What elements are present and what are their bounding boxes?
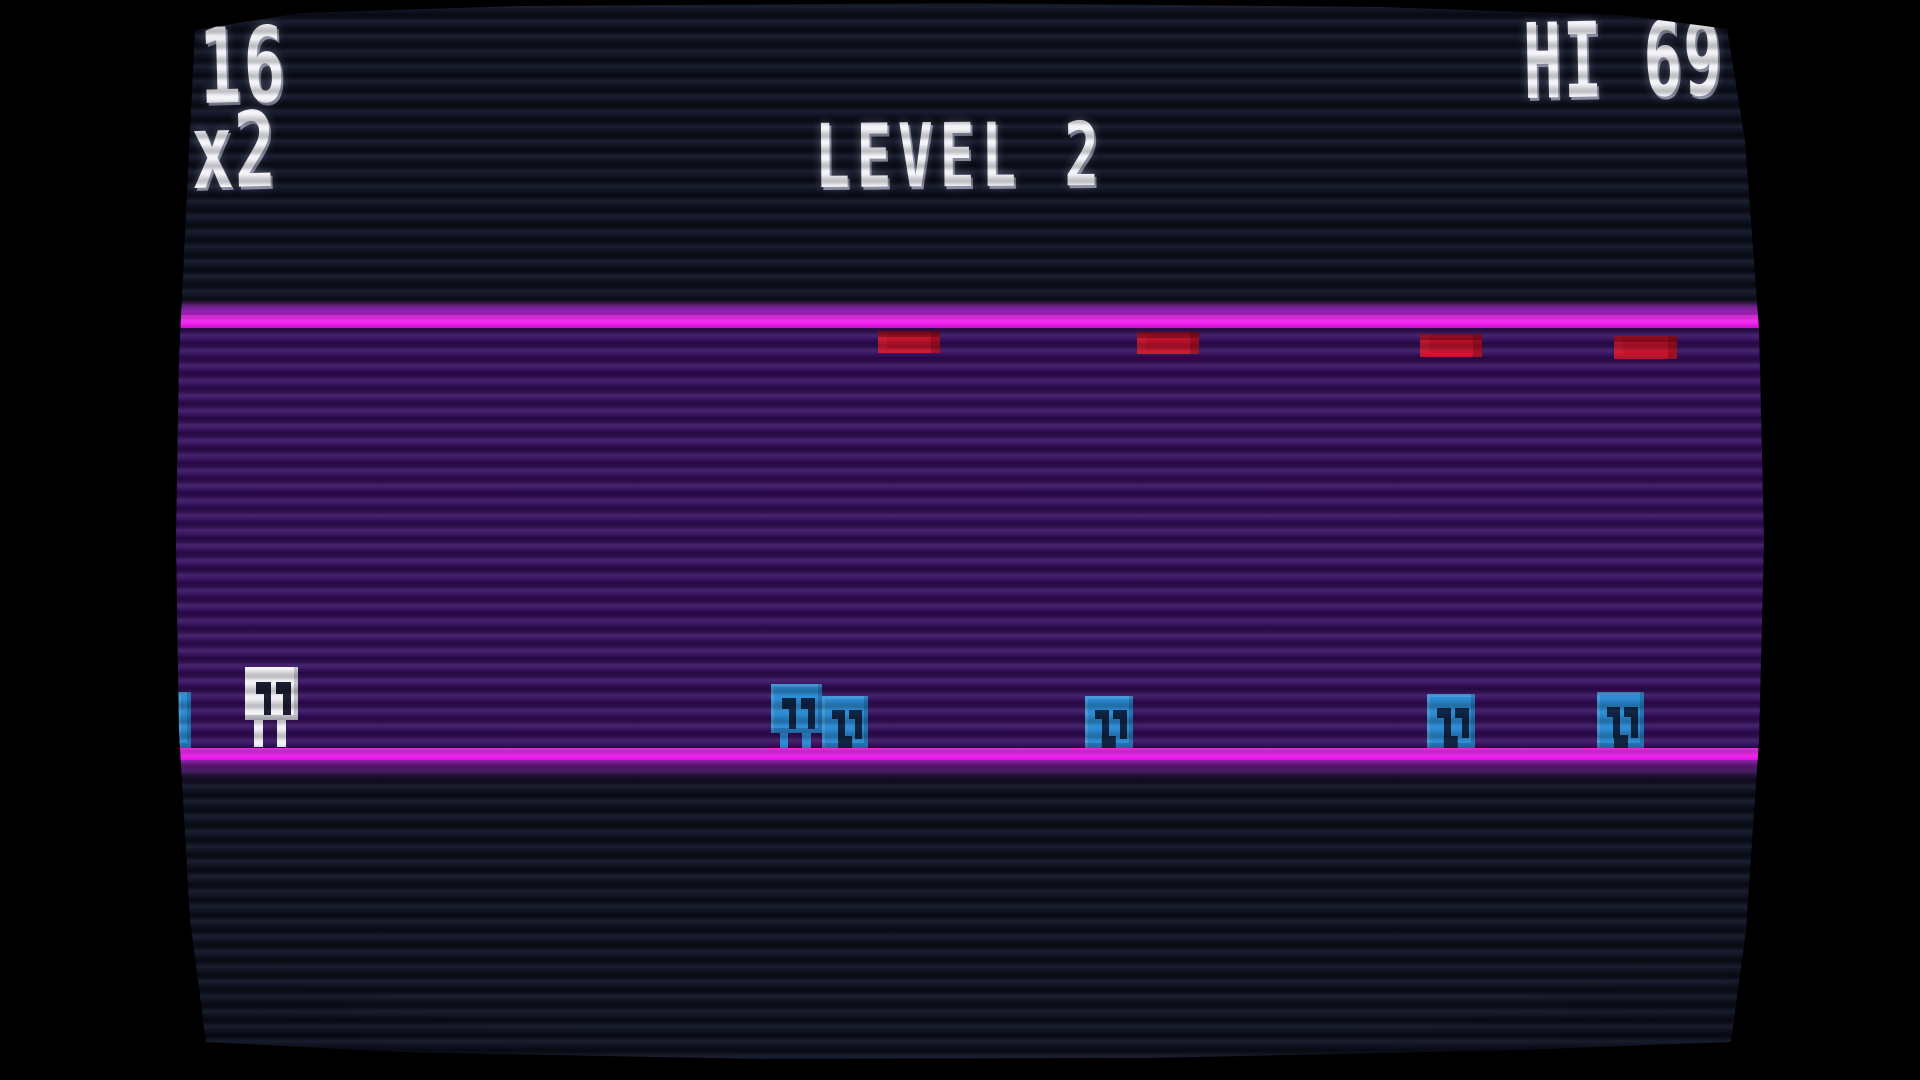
creature-eye bbox=[256, 682, 272, 716]
creature-eye bbox=[848, 709, 862, 739]
creature-eye bbox=[781, 698, 797, 729]
creature-sprite bbox=[178, 692, 191, 748]
enemy-block bbox=[1420, 334, 1482, 357]
ceiling-line bbox=[176, 299, 1764, 328]
level-banner: LEVEL 2 bbox=[814, 102, 1107, 209]
creature-sprite bbox=[1597, 692, 1644, 748]
floor-line bbox=[176, 748, 1764, 788]
creature-sprite bbox=[771, 684, 822, 748]
creature-mouth bbox=[1443, 735, 1459, 748]
creature-eye bbox=[275, 682, 292, 716]
creature-eye bbox=[1624, 706, 1638, 738]
enemy-block bbox=[1137, 332, 1199, 354]
high-score: HI 69 bbox=[1521, 0, 1725, 123]
creature-eye bbox=[1095, 709, 1109, 739]
creature-eye bbox=[1454, 708, 1469, 739]
creature-leg bbox=[779, 733, 789, 748]
creature-sprite bbox=[822, 696, 868, 748]
creature-leg bbox=[802, 733, 811, 748]
creature-eye bbox=[1606, 706, 1621, 738]
creature-mouth bbox=[1613, 735, 1628, 748]
score-multiplier: x2 bbox=[189, 88, 279, 213]
creature-sprite bbox=[1085, 696, 1133, 748]
creature-eye bbox=[1437, 708, 1451, 739]
creature-eye bbox=[800, 698, 816, 729]
enemy-block bbox=[878, 331, 940, 353]
creature-eye bbox=[831, 709, 845, 739]
player-sprite bbox=[245, 667, 298, 747]
creature-mouth bbox=[838, 736, 852, 748]
enemy-block bbox=[1614, 336, 1677, 359]
creature-leg bbox=[254, 720, 263, 747]
creature-eye bbox=[1112, 709, 1127, 739]
creature-mouth bbox=[1101, 736, 1117, 748]
creature-sprite bbox=[1427, 694, 1475, 748]
creature-leg bbox=[277, 720, 287, 747]
